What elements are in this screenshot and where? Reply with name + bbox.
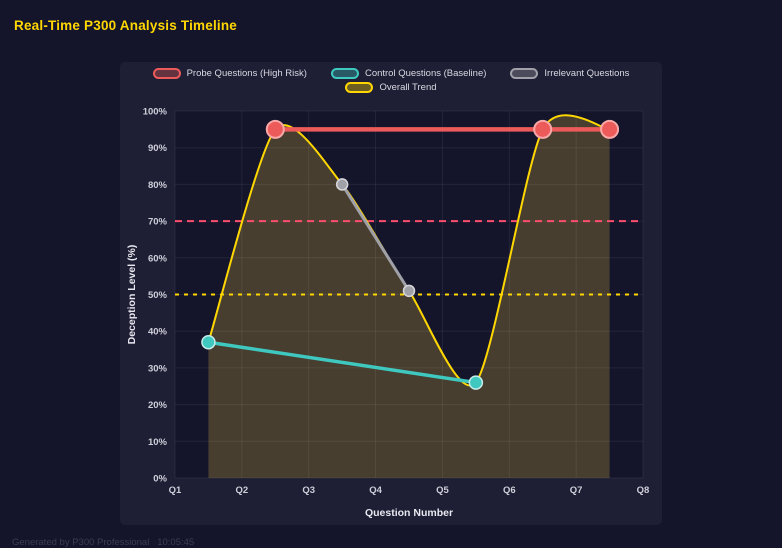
chart-legend: Probe Questions (High Risk) Control Quest… (120, 68, 662, 93)
svg-text:80%: 80% (148, 180, 168, 191)
y-axis-title: Deception Level (%) (126, 245, 138, 345)
irrelevant-series (335, 178, 416, 298)
control-series (201, 334, 484, 390)
tick-labels: 0% 10% 20% 30% 40% 50% 60% 70% 80% 90% 100% Q1 Q2 Q3 Q… (143, 107, 650, 497)
svg-text:50%: 50% (148, 290, 168, 301)
svg-text:Q4: Q4 (369, 485, 382, 496)
svg-text:0%: 0% (153, 474, 167, 485)
svg-text:70%: 70% (148, 217, 168, 228)
svg-text:Q3: Q3 (302, 485, 315, 496)
control-swatch (330, 68, 359, 79)
trend-swatch (345, 82, 374, 93)
probe-swatch (152, 68, 181, 79)
irrelevant-line (340, 182, 411, 293)
probe-point[interactable] (533, 119, 553, 139)
probe-point[interactable] (265, 119, 285, 139)
svg-text:60%: 60% (148, 253, 168, 264)
chart-panel: Probe Questions (High Risk) Control Quest… (120, 62, 662, 525)
svg-text:20%: 20% (148, 400, 168, 411)
irrelevant-swatch (510, 68, 539, 79)
grid (174, 110, 644, 479)
legend-item-trend[interactable]: Overall Trend (345, 82, 437, 93)
legend-label: Probe Questions (High Risk) (186, 68, 307, 79)
svg-text:Q2: Q2 (236, 485, 249, 496)
legend-label: Overall Trend (379, 82, 437, 93)
svg-text:100%: 100% (143, 107, 168, 118)
svg-text:Q6: Q6 (503, 485, 516, 496)
timeline-chart[interactable]: 0% 10% 20% 30% 40% 50% 60% 70% 80% 90% 100% Q1 Q2 Q3 Q… (120, 62, 662, 525)
svg-text:Q7: Q7 (570, 485, 583, 496)
svg-text:10%: 10% (148, 437, 168, 448)
legend-item-probe[interactable]: Probe Questions (High Risk) (152, 68, 307, 79)
legend-item-control[interactable]: Control Questions (Baseline) (330, 68, 487, 79)
svg-text:90%: 90% (148, 143, 168, 154)
legend-item-irrelevant[interactable]: Irrelevant Questions (510, 68, 629, 79)
svg-text:40%: 40% (148, 327, 168, 338)
legend-label: Irrelevant Questions (544, 68, 630, 79)
control-line (206, 340, 478, 385)
svg-text:Q1: Q1 (169, 485, 182, 496)
svg-text:Q8: Q8 (637, 485, 650, 496)
probe-series (265, 119, 620, 139)
legend-row: Probe Questions (High Risk) Control Quest… (152, 68, 629, 79)
legend-label: Control Questions (Baseline) (364, 68, 487, 79)
page-title: Real-Time P300 Analysis Timeline (14, 18, 238, 33)
probe-point[interactable] (600, 119, 620, 139)
irrelevant-point[interactable] (335, 178, 349, 191)
legend-row: Overall Trend (345, 82, 437, 93)
irrelevant-point[interactable] (402, 284, 416, 298)
svg-text:30%: 30% (148, 363, 168, 374)
footer-note: Generated by P300 Professional 10:05:45 (12, 537, 195, 548)
control-point[interactable] (468, 375, 484, 390)
control-point[interactable] (201, 334, 216, 350)
svg-text:Q5: Q5 (436, 485, 449, 496)
x-axis-title: Question Number (365, 507, 453, 519)
